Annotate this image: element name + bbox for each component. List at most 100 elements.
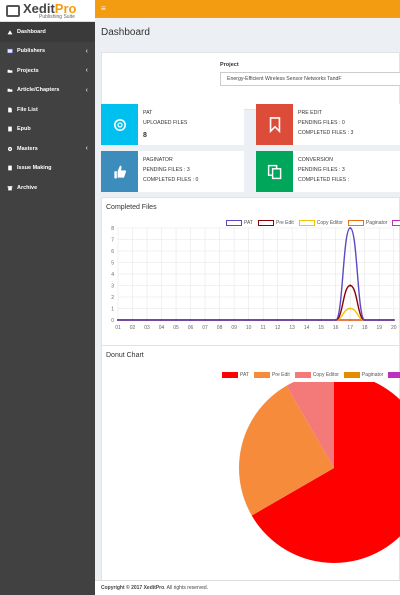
- sidebar-item-dashboard[interactable]: Dashboard: [0, 22, 95, 42]
- legend-label: Pre Edit: [271, 372, 290, 378]
- donut-chart-panel: Donut Chart PAT Pre Edit Copy Editor Pagina…: [101, 345, 400, 581]
- sidebar-item-projects[interactable]: Projects ‹: [0, 61, 95, 81]
- x-tick-label: 12: [275, 325, 281, 331]
- legend-swatch: [392, 220, 400, 226]
- stat-title: PAGINATOR: [143, 157, 173, 163]
- data-point: [233, 319, 236, 321]
- logo-text: XeditPro: [23, 0, 77, 16]
- y-tick-label: 4: [111, 272, 114, 278]
- x-tick-label: 09: [231, 325, 237, 331]
- legend-item[interactable]: Copy Editor: [298, 220, 343, 226]
- pie-slice[interactable]: [239, 385, 334, 516]
- data-point: [349, 284, 352, 287]
- x-tick-label: 16: [333, 325, 339, 331]
- data-point: [175, 319, 178, 321]
- x-tick-label: 05: [173, 325, 179, 331]
- project-selector-box: Project Energy-Efficient Wireless Sensor…: [101, 52, 400, 110]
- legend-item[interactable]: [388, 372, 400, 378]
- footer: Copyright © 2017 XeditPro. All rights re…: [95, 580, 400, 595]
- completed-files-title: Completed Files: [106, 204, 157, 211]
- x-tick-label: 20: [391, 325, 397, 331]
- sidebar-item-archive[interactable]: Archive: [0, 178, 95, 198]
- menu-toggle-icon[interactable]: ≡: [101, 4, 106, 13]
- sidebar-item-epub[interactable]: Epub: [0, 120, 95, 140]
- donut-chart-legend: PAT Pre Edit Copy Editor Paginator: [222, 372, 400, 378]
- legend-swatch: [347, 220, 364, 226]
- data-point: [276, 319, 279, 321]
- x-tick-label: 07: [202, 325, 208, 331]
- y-tick-label: 7: [111, 238, 114, 244]
- book-icon: [7, 126, 13, 132]
- legend-item[interactable]: [392, 220, 400, 226]
- x-tick-label: 01: [115, 325, 121, 331]
- stat-title: PAT: [143, 110, 153, 116]
- pie-slice[interactable]: [286, 382, 335, 468]
- sidebar-item-label: Masters: [17, 145, 38, 152]
- stat-title: PRE EDIT: [298, 110, 322, 116]
- data-point: [305, 319, 308, 321]
- data-point: [349, 227, 352, 229]
- legend-item[interactable]: Pre Edit: [253, 372, 290, 378]
- sidebar-item-publishers[interactable]: Publishers ‹: [0, 42, 95, 62]
- legend-item[interactable]: Paginator: [343, 372, 384, 378]
- data-point: [204, 319, 207, 321]
- page-title: Dashboard: [101, 27, 150, 38]
- main-content: Dashboard Project Energy-Efficient Wirel…: [95, 18, 400, 595]
- legend-label: Paginator: [365, 220, 388, 226]
- y-tick-label: 2: [111, 295, 114, 301]
- logo-icon: [6, 4, 20, 17]
- sidebar-item-label: Issue Making: [17, 165, 52, 172]
- footer-brand[interactable]: XeditPro: [143, 585, 165, 591]
- legend-item[interactable]: PAT: [222, 372, 249, 378]
- sidebar-item-masters[interactable]: Masters ‹: [0, 139, 95, 159]
- x-tick-label: 04: [159, 325, 165, 331]
- logo[interactable]: XeditPro Publishing Suite: [0, 0, 95, 22]
- sidebar-item-label: File List: [17, 106, 38, 113]
- pie-slice[interactable]: [251, 382, 400, 563]
- legend-label: Copy Editor: [312, 372, 339, 378]
- legend-label: Paginator: [361, 372, 384, 378]
- legend-swatch: [298, 220, 315, 226]
- data-point: [378, 319, 381, 321]
- sidebar-item-issue-making[interactable]: Issue Making: [0, 159, 95, 179]
- y-tick-label: 1: [111, 307, 114, 313]
- legend-label: PAT: [244, 220, 253, 226]
- data-point: [349, 319, 352, 321]
- data-point: [117, 319, 119, 321]
- legend-item[interactable]: Paginator: [347, 220, 388, 226]
- publisher-icon: [7, 48, 13, 54]
- x-tick-label: 14: [304, 325, 310, 331]
- stat-box-paginator: PAGINATOR PENDING FILES : 3 COMPLETED FILE…: [101, 151, 244, 192]
- x-tick-label: 10: [246, 325, 252, 331]
- line-chart-legend: PAT Pre Edit Copy Editor Paginator: [226, 220, 400, 226]
- donut-chart: [239, 382, 400, 563]
- legend-swatch: [253, 372, 270, 378]
- stat-box-conversion: CONVERSION PENDING FILES : 3 COMPLETED FIL…: [256, 151, 400, 192]
- data-point: [160, 319, 163, 321]
- sidebar-item-file-list[interactable]: File List: [0, 100, 95, 120]
- stat-line-2: 8: [143, 131, 147, 139]
- x-tick-label: 11: [261, 325, 266, 331]
- stat-line-2: COMPLETED FILES : 0: [143, 176, 199, 183]
- gear-icon: [101, 104, 138, 145]
- stat-box-pat: PAT UPLOADED FILES 8: [101, 104, 244, 145]
- legend-item[interactable]: Copy Editor: [294, 372, 339, 378]
- x-tick-label: 17: [347, 325, 353, 331]
- legend-swatch: [222, 372, 238, 378]
- project-select[interactable]: Energy-Efficient Wireless Sensor Network…: [220, 72, 400, 86]
- file-icon: [7, 107, 13, 113]
- legend-item[interactable]: PAT: [226, 220, 253, 226]
- y-tick-label: 8: [111, 226, 114, 232]
- series-line: [118, 284, 394, 321]
- sidebar-item-article-chapters[interactable]: Article/Chapters ‹: [0, 81, 95, 101]
- gear-icon: [7, 146, 13, 152]
- completed-files-panel: Completed Files PAT Pre Edit Copy Editor Pa…: [101, 197, 400, 357]
- stat-line-1: PENDING FILES : 3: [298, 166, 345, 173]
- y-tick-label: 3: [111, 284, 114, 290]
- y-tick-label: 5: [111, 261, 114, 267]
- y-tick-label: 6: [111, 249, 114, 255]
- legend-item[interactable]: Pre Edit: [257, 220, 294, 226]
- chevron-left-icon: ‹: [85, 145, 88, 153]
- legend-swatch: [257, 220, 274, 226]
